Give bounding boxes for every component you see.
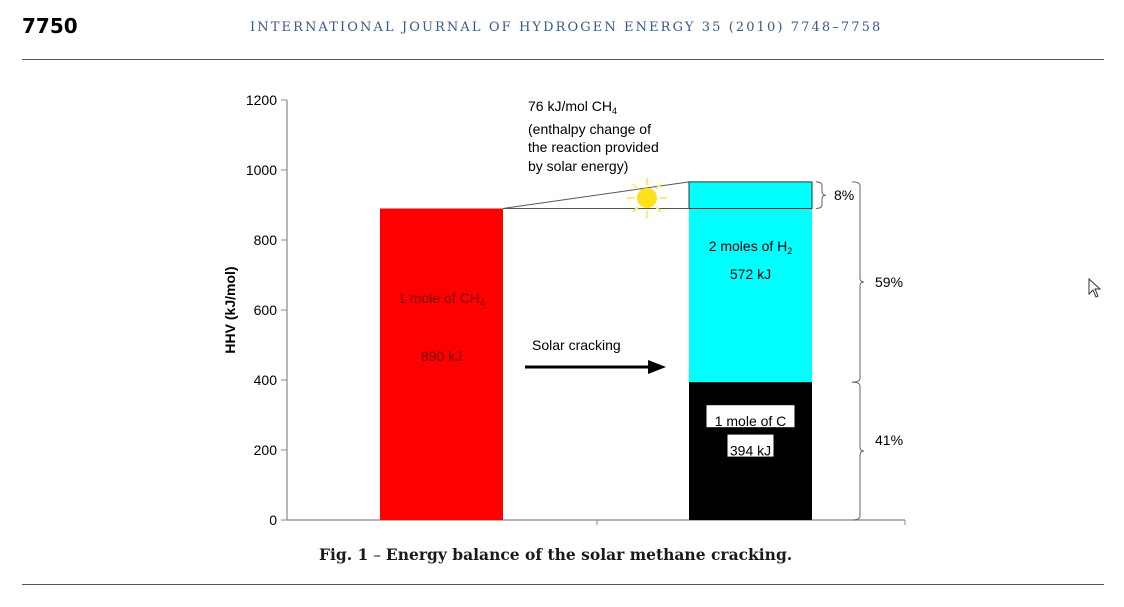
y-tick-label: 0: [269, 512, 277, 528]
h2-value: 572 kJ: [730, 266, 771, 282]
bar-segment: [689, 181, 812, 209]
solar-annotation-line2: (enthalpy change of: [528, 121, 651, 137]
brace: [851, 381, 865, 521]
y-tick-label: 400: [254, 372, 278, 388]
y-tick-label: 600: [254, 302, 278, 318]
mouse-cursor-icon: [1088, 278, 1102, 298]
caption-dash: –: [368, 546, 386, 564]
brace: [815, 181, 827, 209]
percent-59: 59%: [875, 274, 903, 290]
figure-caption: Fig. 1 – Energy balance of the solar met…: [319, 545, 792, 564]
carbon-value-box: [727, 434, 774, 457]
caption-label: Fig. 1: [319, 545, 369, 564]
percent-8: 8%: [834, 187, 854, 203]
sun-ray: [655, 206, 662, 213]
solar-annotation-line3: the reaction provided: [528, 139, 659, 155]
arrow-label: Solar cracking: [532, 337, 621, 353]
header-rule: [22, 59, 1104, 60]
sun-ray: [655, 183, 662, 190]
ch4-label: 1 mole of CH4: [398, 290, 485, 308]
y-tick-label: 200: [254, 442, 278, 458]
connector-top: [502, 181, 690, 209]
h2-label: 2 moles of H2: [709, 238, 793, 256]
y-axis-title: HHV (kJ/mol): [222, 266, 238, 353]
brace: [851, 181, 865, 383]
y-tick-label: 1000: [246, 162, 277, 178]
arrow-head: [648, 360, 666, 374]
caption-text: Energy balance of the solar methane crac…: [385, 545, 793, 564]
sun-ray: [632, 206, 639, 213]
carbon-label-box: [706, 405, 795, 428]
y-tick-label: 1200: [246, 92, 277, 108]
page-number: 7750: [22, 14, 78, 38]
y-tick-label: 800: [254, 232, 278, 248]
footer-rule: [22, 584, 1104, 585]
carbon-label: 1 mole of C: [715, 413, 787, 429]
sun-icon: [637, 188, 657, 208]
solar-annotation-line1: 76 kJ/mol CH4: [528, 98, 617, 116]
journal-header: INTERNATIONAL JOURNAL OF HYDROGEN ENERGY…: [250, 20, 883, 35]
percent-41: 41%: [875, 432, 903, 448]
energy-balance-chart: 0 200 400 600 800 1000 1200 HHV (kJ/mol) 1 mole…: [222, 92, 906, 528]
bar-segment: [689, 208, 812, 383]
solar-annotation-line4: by solar energy): [528, 158, 628, 174]
bar-segment: [380, 208, 503, 520]
bars: 1 mole of CH4 890 kJ 1 mole of C 394 kJ 2 mo…: [380, 181, 813, 520]
annotations: 76 kJ/mol CH4 (enthalpy change of the reac…: [502, 98, 903, 521]
sun-ray: [632, 183, 639, 190]
carbon-value: 394 kJ: [730, 443, 771, 459]
ch4-value: 890 kJ: [421, 348, 462, 364]
